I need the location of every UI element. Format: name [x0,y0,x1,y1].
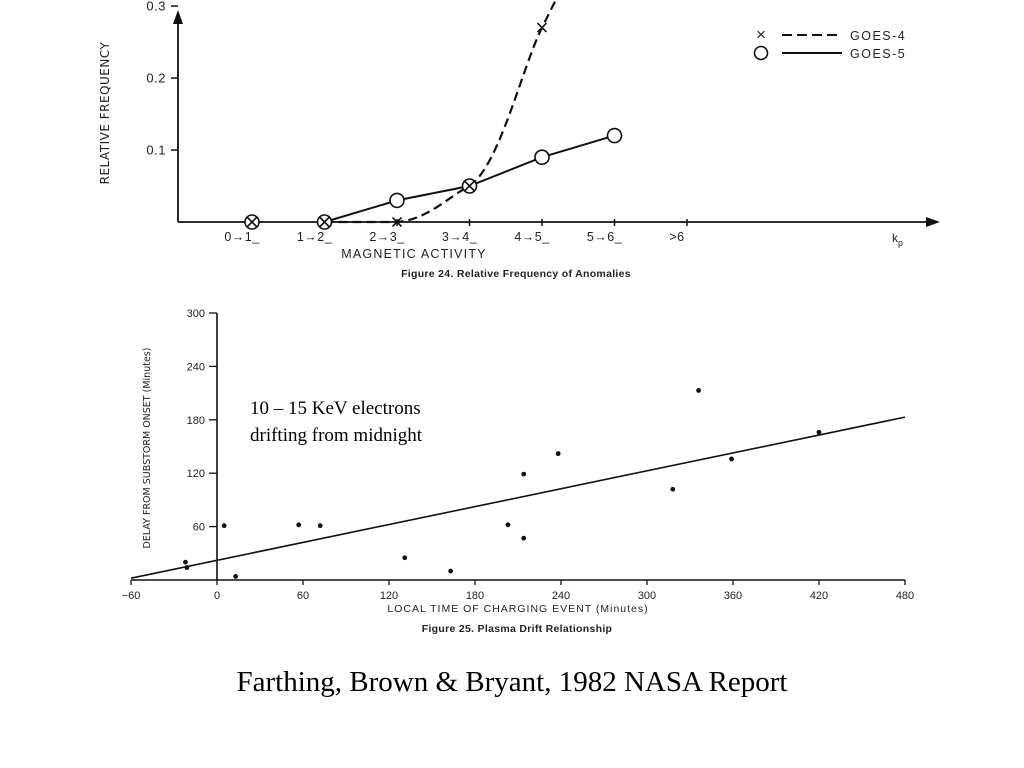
goes-5-point [389,192,405,209]
fig25-y-tick-label: 240 [187,361,205,373]
goes-5-point [606,127,623,144]
goes-4-line [324,0,558,224]
fig24-y-tick-label: 0.2 [146,71,166,86]
fig25-data-point [670,486,676,492]
fig25-regression-line [130,416,906,580]
fig25-x-tick-label: 360 [724,590,742,602]
fig24-x-tick-label: 4→5_ [514,230,550,244]
fig25-x-tick-label: 480 [896,590,914,602]
fig24-x-ticks: 0→1_ 1→2_ 2→3_ 3→4_ 4→5_ 5→6_ >6 [224,219,688,244]
fig25-points [183,388,822,579]
fig24-x-tick-label: 1→2_ [297,230,333,244]
legend-goes-5-label: GOES-5 [850,47,906,61]
fig24-x-tick-label: 5→6_ [587,230,623,244]
legend-goes-4-label: GOES-4 [850,29,906,43]
fig25-x-tick-label: 300 [638,590,656,602]
fig25-y-axis-label: DELAY FROM SUBSTORM ONSET (Minutes) [142,348,153,549]
fig25-x-tick-label: 420 [810,590,828,602]
fig25-data-point [521,535,527,541]
fig24-y-ticks: 0.10.20.30.40.5 [146,0,178,158]
goes-5-point [534,149,550,165]
fig25-x-tick-label: 240 [552,590,570,602]
goes-4-point [319,216,330,228]
fig25-annotation-line-2: drifting from midnight [250,425,423,446]
figure-25-chart: DELAY FROM SUBSTORM ONSET (Minutes) 60 12… [122,308,915,635]
fig25-axes [131,313,905,581]
fig25-x-tick-label: 180 [466,590,484,602]
fig24-x-axis-label: MAGNETIC ACTIVITY [341,247,486,261]
figure-24-chart: RELATIVE FREQUENCY 0.10.20.30.40.5 0→1_1… [98,0,940,280]
fig25-fit-line [130,416,906,580]
goes-4-point [536,22,548,33]
fig24-x-axis-symbol: kp [892,231,903,248]
fig24-legend: × GOES-4 GOES-5 [753,25,906,61]
fig25-data-point [448,568,454,574]
fig25-annotation-line-1: 10 – 15 KeV electrons [250,398,421,419]
fig25-x-tick-label: 60 [297,590,309,602]
legend-goes-5-marker [753,45,769,61]
fig24-axes [173,10,940,227]
goes-4-point [464,180,475,192]
fig25-x-tick-label: −60 [122,590,141,602]
fig24-caption: Figure 24. Relative Frequency of Anomali… [401,268,631,280]
fig24-x-tick-label: 2→3_ [369,230,405,244]
fig24-x-axis-symbol-k: k [892,231,899,245]
fig25-data-point [521,471,527,477]
fig25-x-ticks: −60 0 60 120 180 240 300 360 420 480 [122,580,914,602]
fig24-y-tick-label: 0.3 [146,0,166,14]
fig24-x-axis-symbol-sub: p [898,238,903,248]
fig25-x-axis-label: LOCAL TIME OF CHARGING EVENT (Minutes) [387,603,648,615]
fig24-y-tick-label: 0.1 [146,143,166,158]
fig25-x-tick-label: 0 [214,590,220,602]
fig25-x-tick-label: 120 [380,590,398,602]
goes-4-point [246,216,258,228]
fig25-y-ticks: 60 120 180 240 300 [187,308,217,534]
fig25-data-point [402,555,408,561]
fig25-data-point [555,451,561,457]
fig24-x-tick-label: 0→1_ [224,230,260,244]
legend-goes-4-marker: × [756,25,766,44]
fig25-y-tick-label: 120 [187,468,205,480]
fig25-data-point [296,522,302,528]
fig24-x-tick-label: >6 [669,230,684,244]
fig24-x-axis-arrow [926,217,940,227]
fig25-data-point [233,574,239,579]
fig24-series [244,0,623,230]
fig25-data-point [317,523,323,529]
fig25-y-tick-label: 300 [187,308,205,320]
fig25-data-point [816,429,822,435]
fig24-y-axis-arrow [173,10,183,24]
fig24-y-axis-label: RELATIVE FREQUENCY [98,41,112,184]
fig25-data-point [505,522,511,528]
report-citation: Farthing, Brown & Bryant, 1982 NASA Repo… [236,666,788,698]
fig25-data-point [183,559,188,565]
fig25-annotation: 10 – 15 KeV electrons drifting from midn… [250,398,425,446]
fig24-x-tick-label: 3→4_ [442,230,478,244]
goes-4-point [391,216,403,228]
fig25-data-point [221,523,227,529]
fig25-data-point [696,388,701,393]
fig25-data-point [729,456,734,462]
fig25-caption: Figure 25. Plasma Drift Relationship [422,623,613,635]
fig25-y-tick-label: 60 [193,522,205,534]
fig25-y-tick-label: 180 [187,415,205,427]
